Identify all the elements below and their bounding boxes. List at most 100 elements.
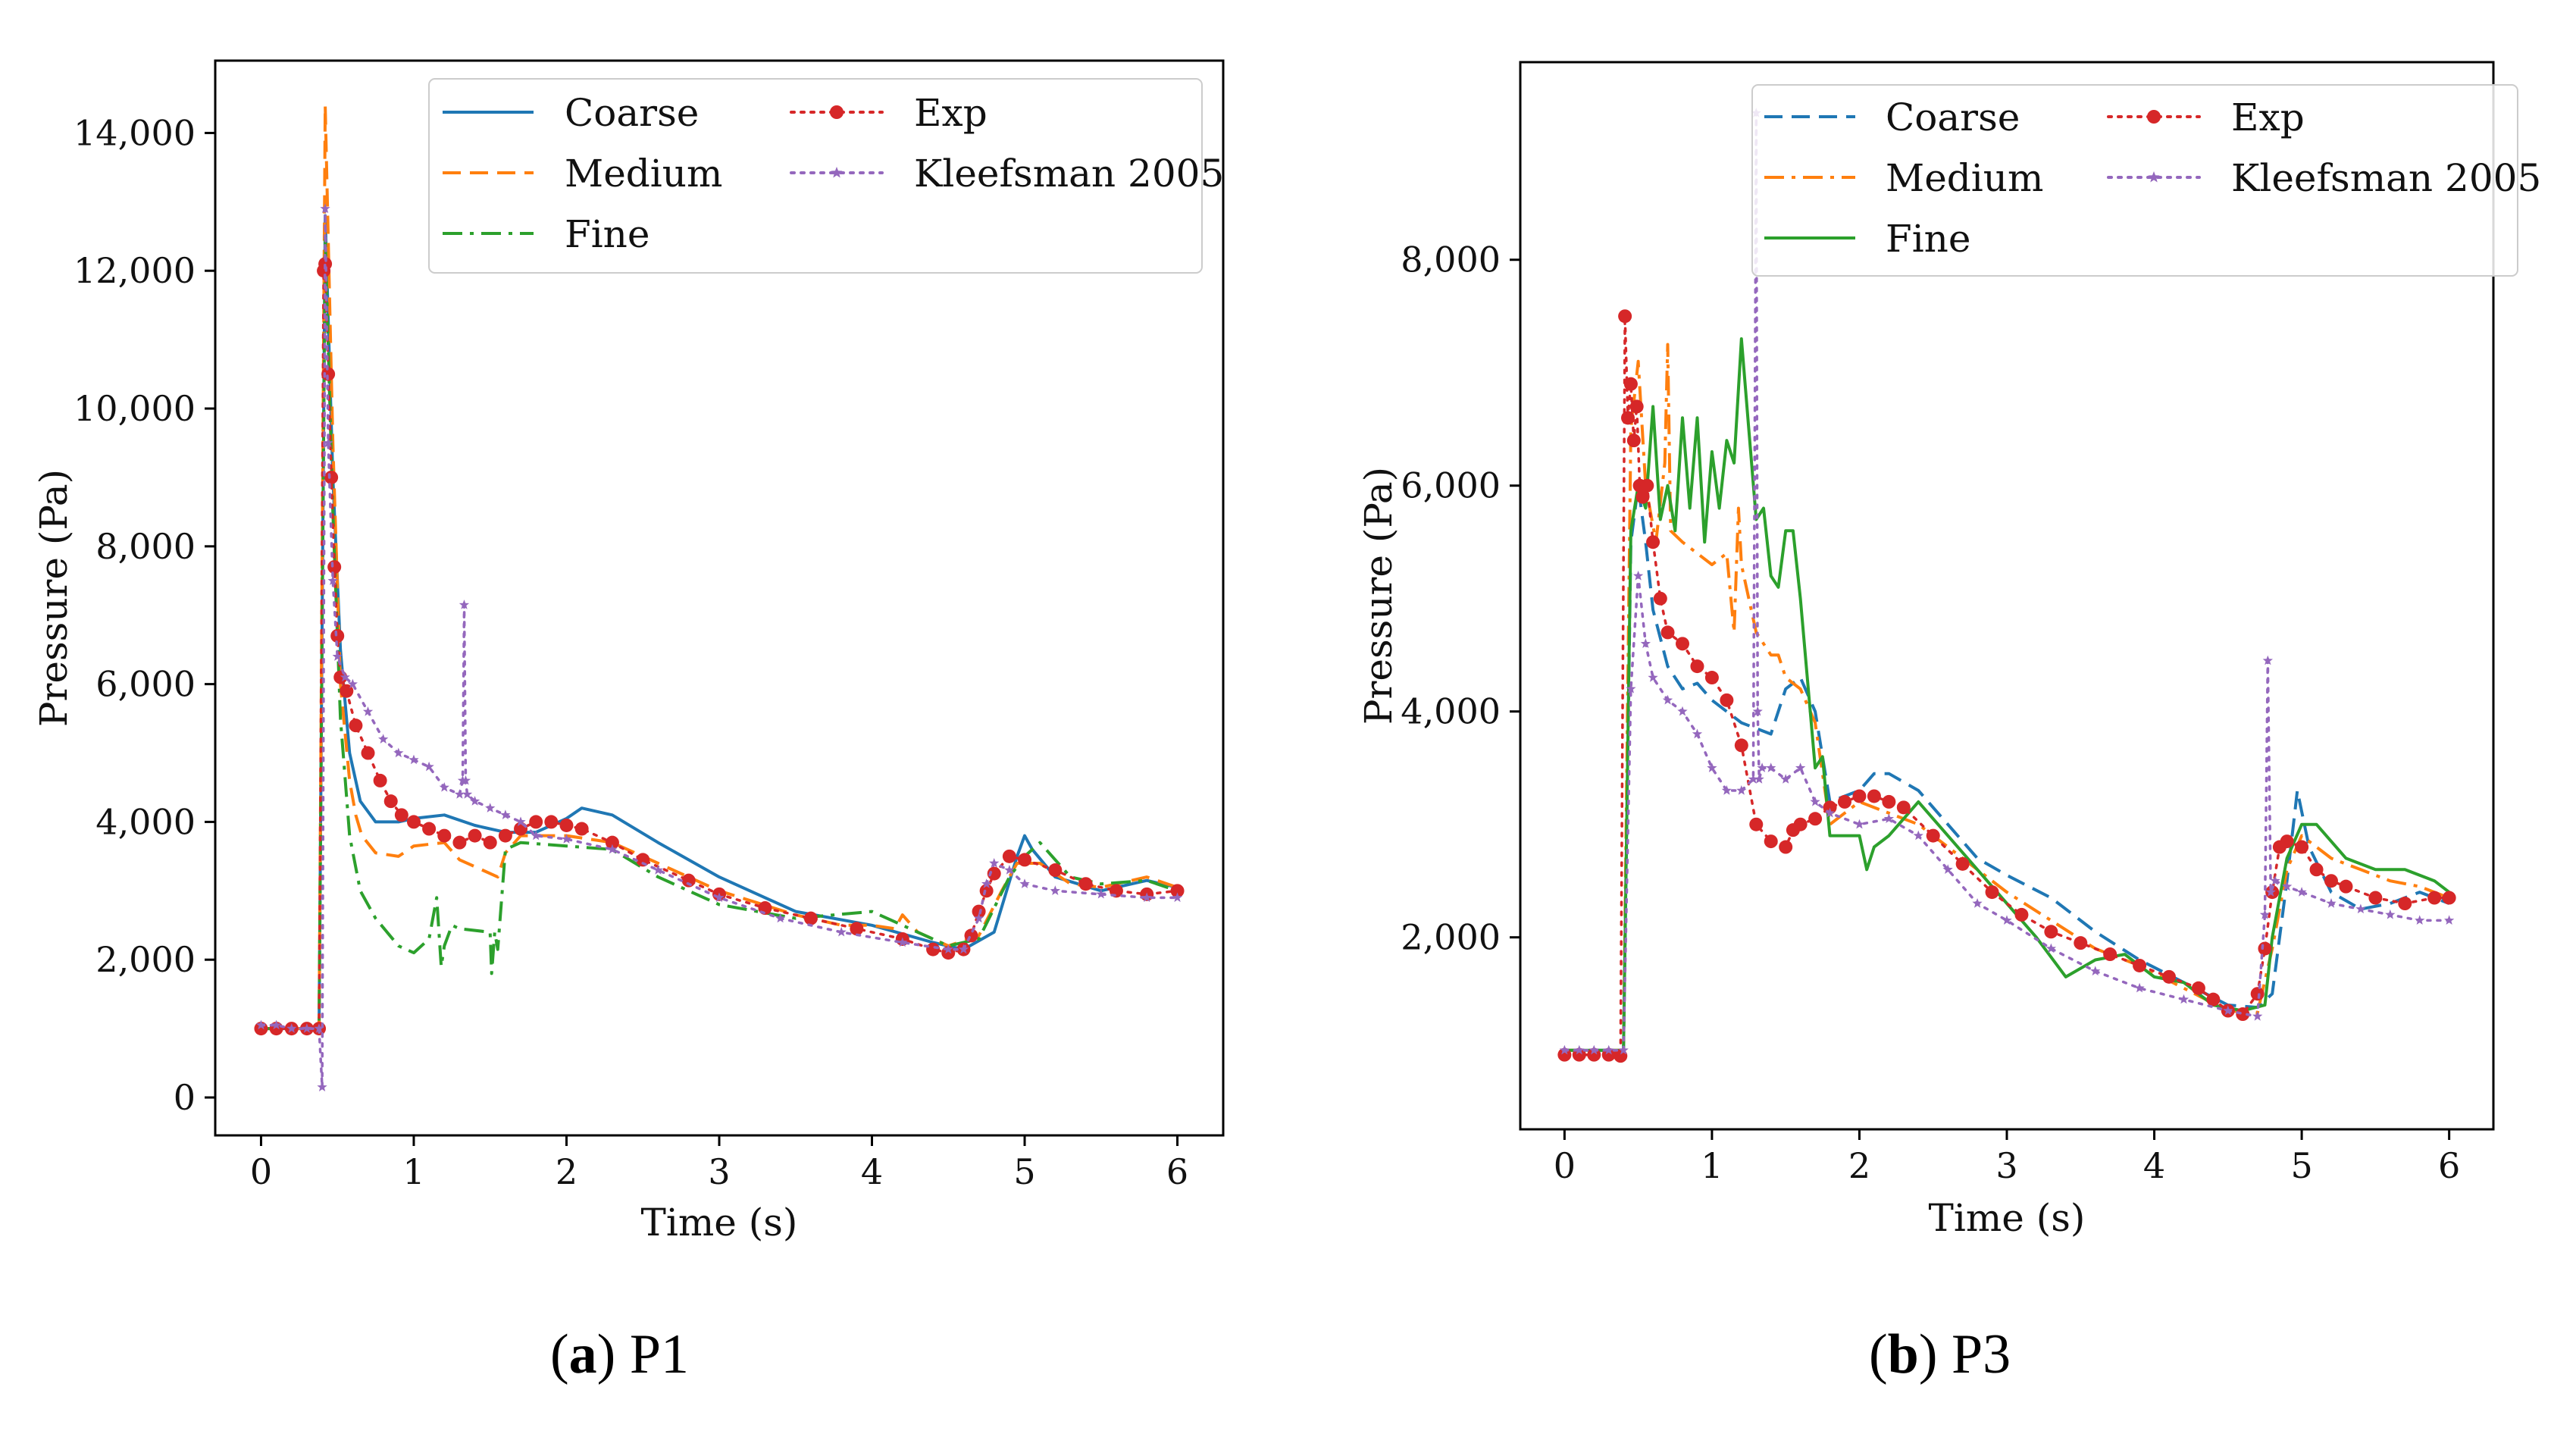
panel-b-point-exp <box>1867 789 1881 803</box>
panel-a-legend: Coarse Medium Fine Exp Kleefsman 2005 <box>428 78 1224 274</box>
panel-a-ytick-label: 8,000 <box>95 526 196 567</box>
panel-a-yticks: 0 2,000 4,000 6,000 8,000 10,000 12,000 14,000 <box>74 112 215 1118</box>
panel-b-point-exp <box>1676 637 1689 651</box>
panel-b-point-exp <box>1640 478 1654 493</box>
panel-a-series-medium <box>261 104 1178 1031</box>
panel-a-point-exp <box>361 746 375 760</box>
panel-b-point-exp <box>1621 411 1635 425</box>
panel-a-point-kleefsman-2005 <box>439 782 449 792</box>
panel-a-point-exp <box>850 922 864 936</box>
panel-b-point-exp <box>1704 671 1719 685</box>
panel-b-line-medium <box>1564 343 2450 1052</box>
panel-a-line-exp <box>259 262 1179 1030</box>
panel-a-line-fine <box>261 234 1178 1031</box>
panel-b-point-kleefsman-2005 <box>2296 887 2307 897</box>
panel-b-point-kleefsman-2005 <box>2326 898 2337 908</box>
panel-b-line-fine <box>1564 337 2450 1052</box>
panel-a-point-kleefsman-2005 <box>958 944 969 954</box>
panel-b-y-axis-label: Pressure (Pa) <box>1357 467 1401 725</box>
panel-a-point-kleefsman-2005 <box>362 706 374 716</box>
panel-a-point-kleefsman-2005 <box>1096 888 1106 899</box>
panel-b-point-kleefsman-2005 <box>1972 898 1983 908</box>
panel-b-point-kleefsman-2005 <box>1780 774 1791 784</box>
panel-a-point-kleefsman-2005 <box>408 754 419 765</box>
panel-a-legend-kleefsman: Kleefsman 2005 <box>914 152 1224 196</box>
panel-a-point-kleefsman-2005 <box>302 1023 312 1033</box>
panel-b-point-kleefsman-2005 <box>1736 785 1747 795</box>
panel-a-ytick-label: 2,000 <box>95 939 196 980</box>
panel-a-point-exp <box>964 928 978 943</box>
panel-b-point-kleefsman-2005 <box>1824 807 1836 818</box>
panel-b-point-kleefsman-2005 <box>1766 762 1776 772</box>
panel-b-point-exp <box>2133 958 2147 972</box>
panel-b-series-fine <box>1564 337 2450 1052</box>
panel-b-xtick-label: 3 <box>1995 1145 2017 1186</box>
panel-b-xtick-label: 6 <box>2438 1145 2460 1186</box>
panel-a-point-kleefsman-2005 <box>775 913 786 923</box>
panel-a-point-exp <box>383 794 398 809</box>
panel-a-xtick-label: 1 <box>402 1151 424 1192</box>
panel-a-series-group <box>254 104 1185 1091</box>
panel-b-series <box>1557 108 2456 1063</box>
panel-a-series-exp <box>254 257 1185 1036</box>
panel-a-series-fine <box>261 234 1178 1031</box>
panel-a-legend-fine: Fine <box>565 212 649 256</box>
panel-a-point-kleefsman-2005 <box>320 203 330 214</box>
panel-b-point-exp <box>2074 936 2088 950</box>
panel-b-legend: Coarse Medium Fine Exp Kleefsman 2005 <box>1751 84 2541 277</box>
panel-b-xtick-label: 4 <box>2143 1145 2165 1186</box>
panel-b-point-kleefsman-2005 <box>1757 762 1767 772</box>
panel-a-ytick-label: 6,000 <box>95 664 196 705</box>
panel-a-point-exp <box>1170 884 1185 898</box>
panel-a-ytick-label: 0 <box>174 1077 196 1118</box>
panel-b-xtick-label: 2 <box>1848 1145 1870 1186</box>
panel-b-point-exp <box>2324 874 2338 888</box>
panel-b-caption: (b) P3 <box>1869 1323 2011 1385</box>
panel-a-ytick-label: 4,000 <box>95 801 196 842</box>
panel-b-caption-text: P3 <box>1951 1323 2011 1385</box>
panel-b-point-kleefsman-2005 <box>1883 813 1894 823</box>
panel-a-point-exp <box>498 828 512 843</box>
panel-b-series-group <box>1557 108 2456 1063</box>
panel-b-ytick-label: 4,000 <box>1401 691 1501 732</box>
panel-b-point-kleefsman-2005 <box>1854 819 1865 829</box>
panel-a-point-kleefsman-2005 <box>981 878 992 888</box>
panel-a-point-exp <box>324 470 339 484</box>
panel-a-point-kleefsman-2005 <box>255 1019 267 1030</box>
panel-b-ytick-label: 8,000 <box>1401 240 1501 280</box>
panel-b-point-exp <box>1808 812 1823 826</box>
panel-b-xtick-label: 1 <box>1701 1145 1723 1186</box>
panel-a-xtick-label: 6 <box>1166 1151 1188 1192</box>
panel-b-point-kleefsman-2005 <box>1662 694 1673 705</box>
panel-b-point-exp <box>1793 817 1808 831</box>
panel-a-point-exp <box>483 835 497 850</box>
panel-a-point-exp <box>1002 849 1016 863</box>
panel-a-xticks: 0 1 2 3 4 5 6 <box>250 1135 1188 1192</box>
panel-b-point-kleefsman-2005 <box>1810 796 1820 806</box>
panel-a-point-kleefsman-2005 <box>347 678 358 689</box>
panel-b-legend-coarse: Coarse <box>1886 95 2020 139</box>
panel-b-series-exp <box>1557 309 2456 1063</box>
panel-b-point-exp <box>1955 856 1970 871</box>
panel-a-xtick-label: 5 <box>1013 1151 1035 1192</box>
panel-b-legend-medium: Medium <box>1886 156 2043 200</box>
panel-b-point-exp <box>1618 309 1632 324</box>
panel-b-point-exp <box>1629 399 1644 414</box>
panel-a-caption: (a) P1 <box>550 1323 689 1385</box>
panel-b-point-exp <box>2368 891 2383 905</box>
panel-a-xtick-label: 3 <box>708 1151 730 1192</box>
panel-a-ytick-label: 12,000 <box>74 250 196 291</box>
panel-b-point-kleefsman-2005 <box>1677 706 1688 716</box>
panel-b-point-kleefsman-2005 <box>1707 762 1717 772</box>
panel-b-caption-letter: b <box>1887 1323 1919 1385</box>
panel-b-point-exp <box>2309 863 2324 877</box>
panel-b-point-kleefsman-2005 <box>1754 774 1764 784</box>
panel-b-point-exp <box>2162 969 2176 984</box>
panel-b-point-kleefsman-2005 <box>2223 1005 2233 1016</box>
panel-b-point-exp <box>2280 834 2294 849</box>
panel-b-point-kleefsman-2005 <box>2444 915 2455 925</box>
panel-b-point-kleefsman-2005 <box>1795 762 1806 772</box>
panel-a-point-exp <box>987 866 1001 881</box>
panel-b-point-kleefsman-2005 <box>2355 903 2366 914</box>
